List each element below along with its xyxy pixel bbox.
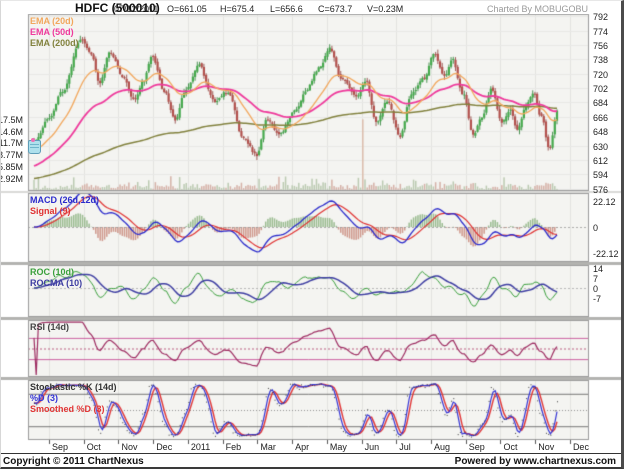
price-axis-label: 792 [593,12,609,23]
quote-low: L=656.6 [270,4,303,14]
price-axis-label: 684 [593,98,609,109]
month-axis-label: 2011 [190,442,211,452]
month-axis-label: Sep [468,442,485,452]
month-axis-label: Apr [295,442,310,452]
volume-axis-label: 17.5M [0,114,23,125]
month-axis-label: Sep [52,442,69,452]
legend-stochastic-smoothed-d: Smoothed %D (3) [30,404,105,414]
price-axis-label: 702 [593,84,609,95]
month-axis-label: Oct [86,442,101,452]
price-axis-label: 612 [593,155,609,166]
price-axis-label: 630 [593,141,609,152]
month-axis-label: Aug [434,442,451,452]
legend-macd-signal: Signal (9) [30,206,71,216]
volume-axis-label: 11.7M [0,138,23,149]
volume-axis-label: 2.92M [0,173,23,184]
roc-axis-label: 14 [593,264,604,274]
powered-by-link[interactable]: Powered by www.chartnexus.com [454,456,616,467]
legend-stochastic-d: %D (3) [30,393,59,403]
price-axis-label: 720 [593,69,609,80]
roc-axis-label: 0 [593,284,599,294]
legend-ema-20: EMA (20d) [30,16,74,26]
legend-roc: ROC (10d) [30,267,75,277]
month-axis-label: Oct [503,442,518,452]
volume-axis-label: 5.85M [0,162,23,173]
quote-volume: V=0.23M [367,4,404,14]
price-axis-label: 666 [593,112,609,123]
chart-header: HDFC (500010) 07/12/2011 O=661.05 H=675.… [1,1,621,15]
price-axis-label: 648 [593,127,609,138]
quote-open: O=661.05 [167,4,207,14]
month-axis-label: Jun [364,442,380,452]
month-axis-label: Nov [538,442,555,452]
month-axis-label: May [329,442,347,452]
month-axis-label: Dec [572,442,589,452]
price-axis-label: 774 [593,26,609,37]
roc-axis-label: 7 [593,274,599,284]
roc-axis-label: -7 [593,294,602,304]
legend-rsi: RSI (14d) [30,322,70,332]
legend-macd: MACD (26d,12d) [30,195,100,205]
macd-axis-label: 0 [593,223,599,233]
legend-rocma: ROCMA (10) [30,278,83,288]
month-axis-label: Dec [156,442,173,452]
price-axis-label: 594 [593,170,609,181]
quote-high: H=675.4 [220,4,255,14]
symbol-title: HDFC (500010) [75,1,160,15]
legend-stochastic-k: Stochastic %K (14d) [30,382,117,392]
legend-ema-200: EMA (200d) [30,38,79,48]
month-axis-label: Nov [121,442,138,452]
price-axis-label: 738 [593,55,609,66]
month-axis-label: Jul [399,442,411,452]
month-axis-label: Feb [225,442,242,452]
macd-axis-label: 22.12 [593,197,616,207]
footer-bar: Copyright © 2011 ChartNexus Powered by w… [1,453,621,467]
annotation-flag-icon[interactable] [28,138,41,154]
quote-date: 07/12/2011 [114,4,159,14]
month-axis-label: Mar [260,442,276,452]
charted-by-credit: Charted By MOBUGOBU [486,4,588,14]
copyright-text: Copyright © 2011 ChartNexus [3,456,144,467]
price-axis-label: 576 [593,184,609,195]
macd-axis-label: -22.12 [593,249,619,259]
price-axis-label: 756 [593,41,609,52]
quote-close: C=673.7 [318,4,353,14]
legend-ema-50: EMA (50d) [30,27,74,37]
volume-axis-label: 8.77M [0,150,23,161]
volume-axis-label: 14.6M [0,126,23,137]
